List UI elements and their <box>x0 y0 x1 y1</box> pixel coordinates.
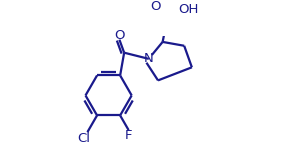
Text: O: O <box>114 29 125 42</box>
Text: N: N <box>144 52 154 65</box>
Text: F: F <box>125 129 132 142</box>
Text: O: O <box>150 0 161 13</box>
Text: Cl: Cl <box>77 132 90 145</box>
Text: OH: OH <box>178 3 198 16</box>
